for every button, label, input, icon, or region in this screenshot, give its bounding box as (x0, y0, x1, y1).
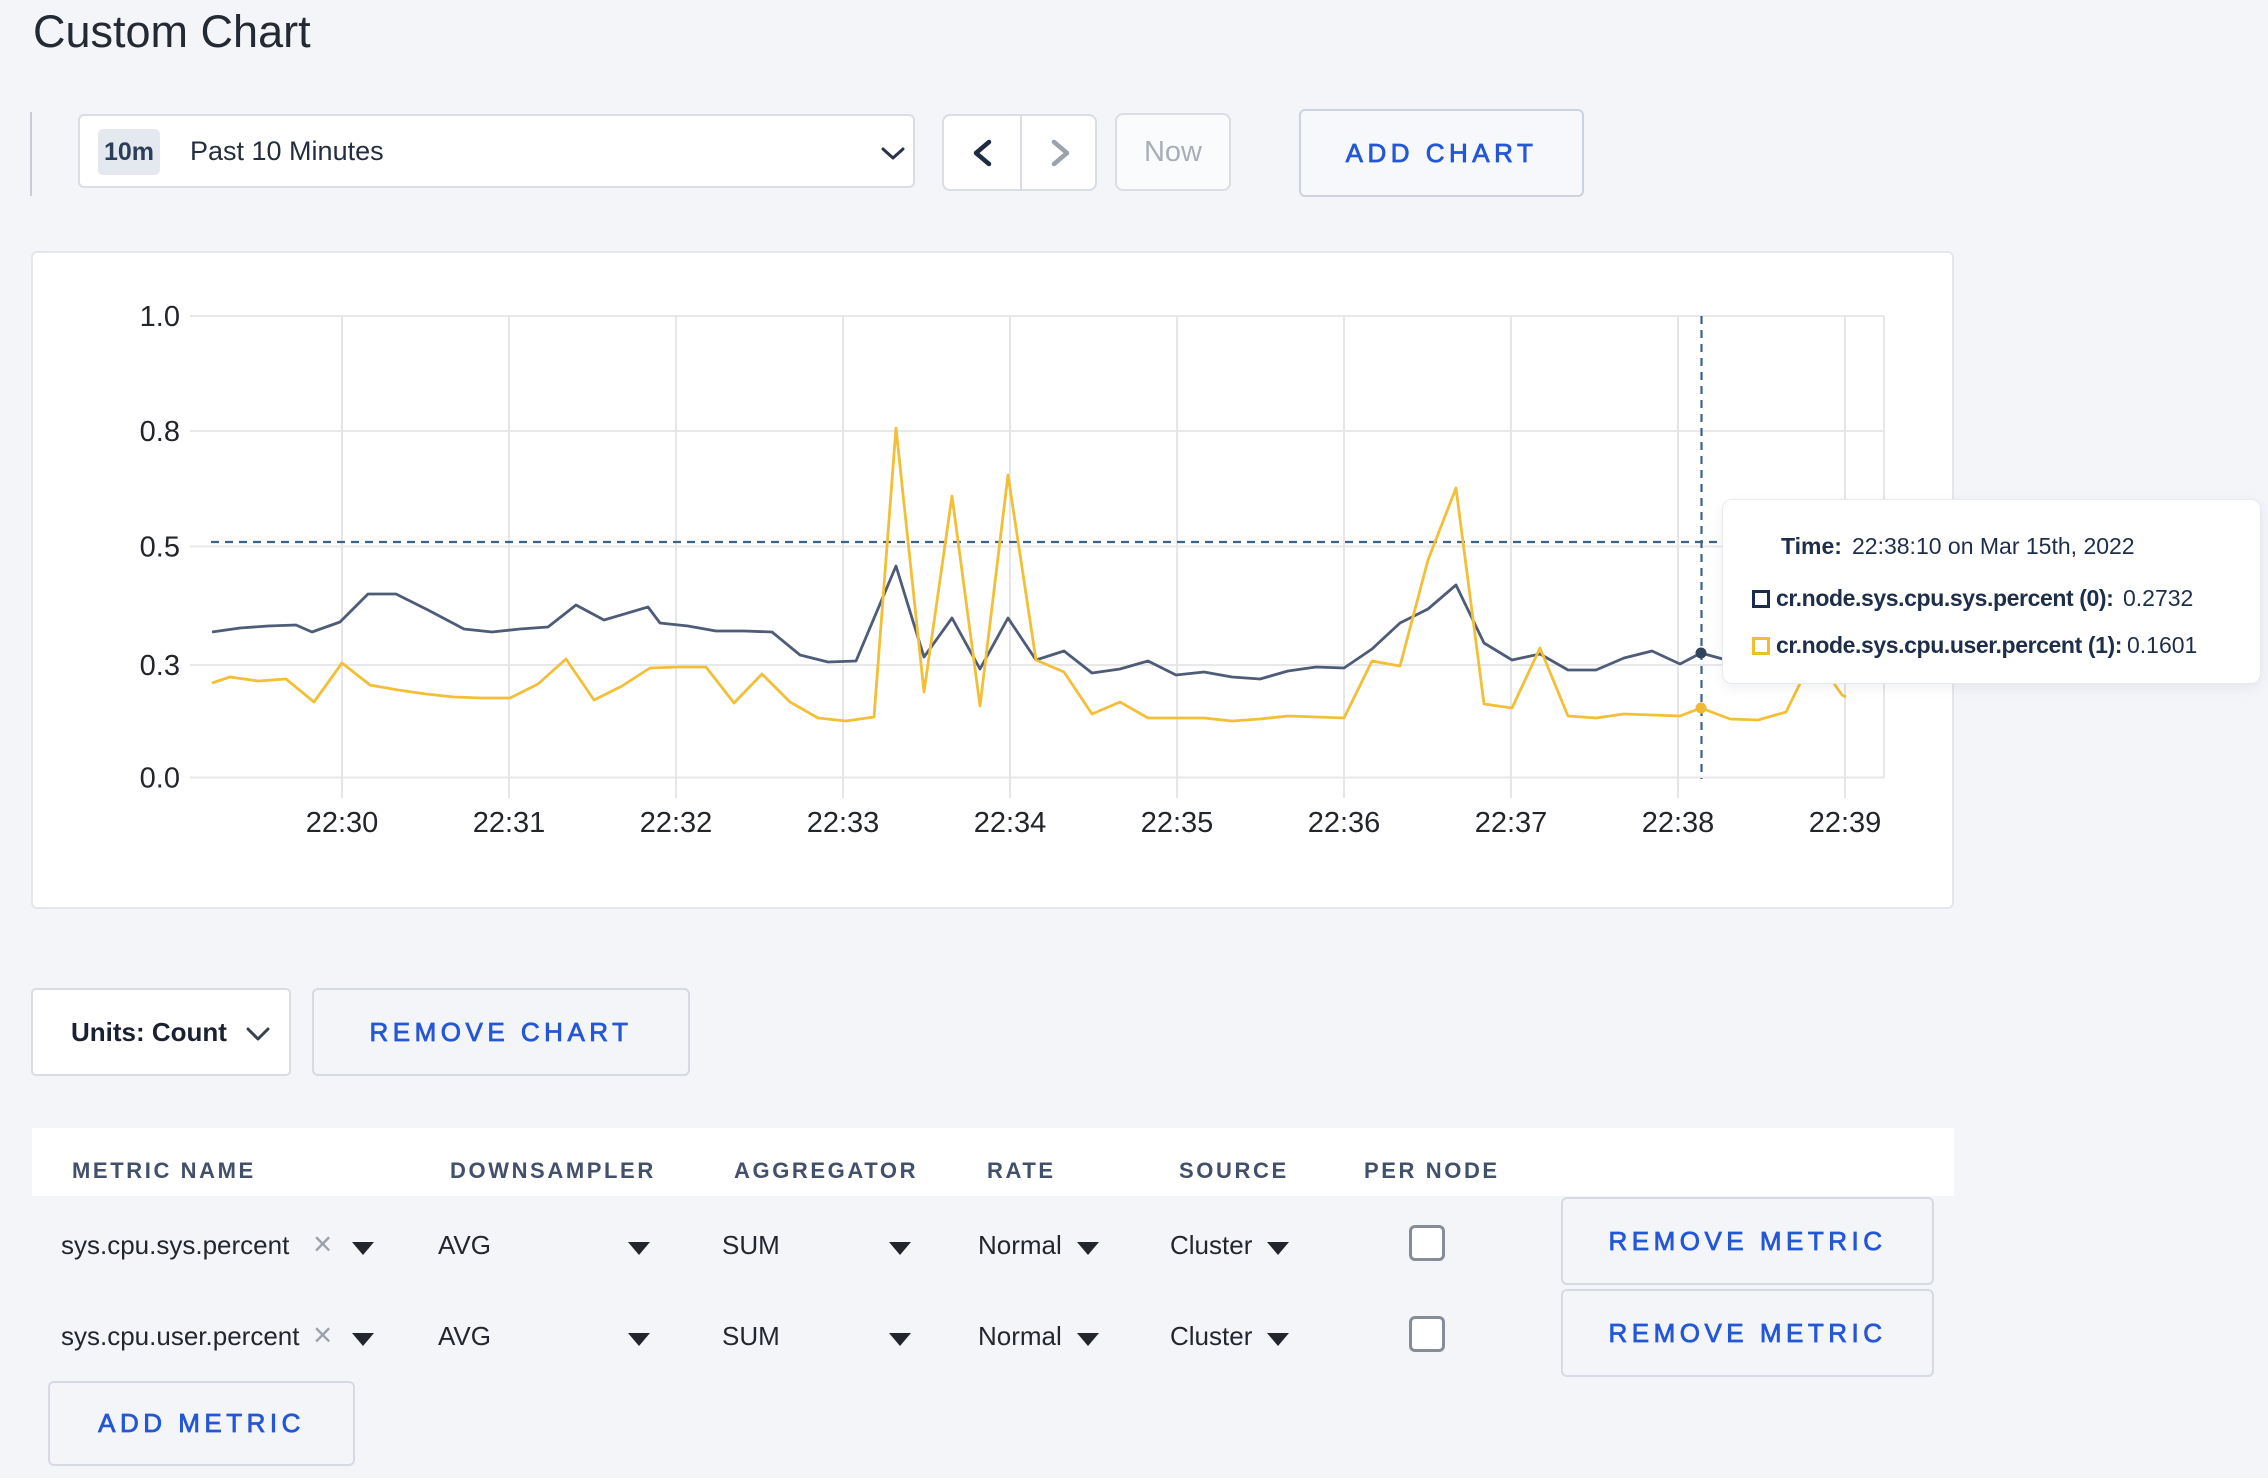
svg-text:22:34: 22:34 (974, 807, 1047, 839)
svg-text:1.0: 1.0 (140, 301, 180, 333)
svg-text:22:35: 22:35 (1141, 807, 1214, 839)
svg-text:0.8: 0.8 (140, 416, 180, 448)
svg-text:22:30: 22:30 (306, 807, 379, 839)
svg-text:22:32: 22:32 (640, 807, 713, 839)
svg-text:22:36: 22:36 (1308, 807, 1381, 839)
svg-text:22:39: 22:39 (1809, 807, 1882, 839)
svg-text:22:33: 22:33 (807, 807, 880, 839)
svg-text:22:31: 22:31 (473, 807, 546, 839)
svg-text:0.0: 0.0 (140, 763, 180, 795)
svg-text:22:38: 22:38 (1642, 807, 1715, 839)
svg-text:0.5: 0.5 (140, 532, 180, 564)
svg-text:0.3: 0.3 (140, 650, 180, 682)
svg-text:22:37: 22:37 (1475, 807, 1548, 839)
